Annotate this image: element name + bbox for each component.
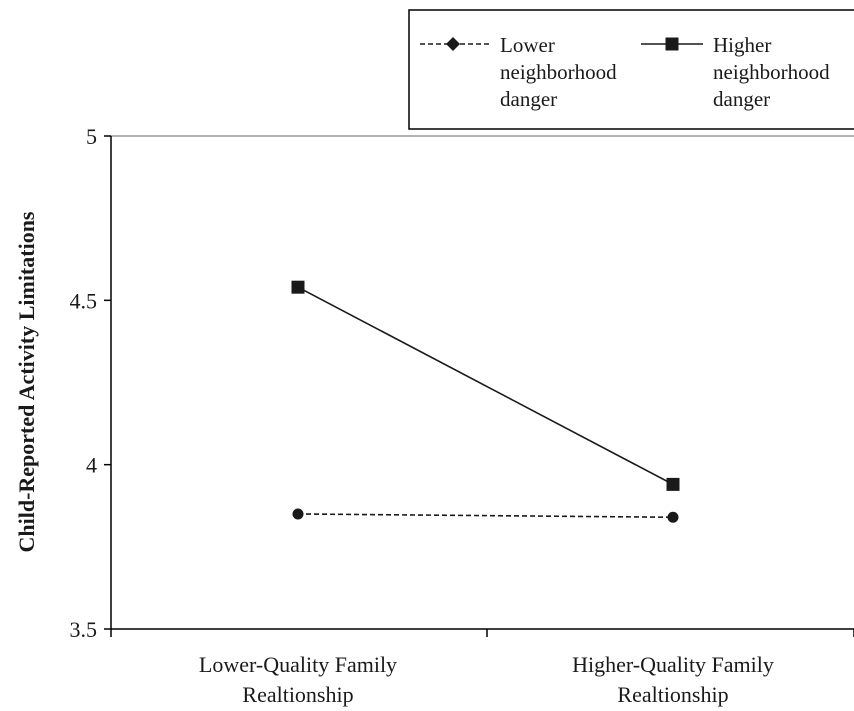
legend: Lower neighborhood danger Higher neighborhoo… bbox=[408, 9, 854, 130]
series-line bbox=[297, 513, 674, 519]
legend-marker-diamond bbox=[446, 37, 460, 51]
legend-marker-square bbox=[665, 37, 679, 51]
data-point bbox=[291, 280, 305, 294]
data-point bbox=[666, 477, 680, 491]
y-tick-label: 3.5 bbox=[70, 617, 98, 642]
data-point bbox=[667, 511, 679, 523]
series-lower-danger bbox=[292, 508, 679, 523]
series-higher-danger bbox=[291, 280, 680, 491]
series-group bbox=[291, 280, 680, 523]
y-tick-label: 4 bbox=[86, 453, 97, 478]
x-category-label: Higher-Quality Family Realtionship bbox=[572, 652, 774, 707]
y-tick-label: 4.5 bbox=[70, 288, 98, 313]
legend-item: Lower neighborhood danger bbox=[420, 33, 617, 111]
x-category-label: Lower-Quality Family Realtionship bbox=[199, 652, 397, 707]
y-tick-label: 5 bbox=[86, 124, 97, 149]
y-axis-label: Child-Reported Activity Limitations bbox=[14, 211, 39, 552]
legend-label: Higher neighborhood danger bbox=[713, 33, 830, 111]
series-line bbox=[297, 286, 674, 486]
legend-item: Higher neighborhood danger bbox=[641, 33, 830, 111]
legend-box bbox=[408, 9, 854, 130]
legend-label: Lower neighborhood danger bbox=[500, 33, 617, 111]
axes: 3.5 4 4.5 5 Lower-Quality Family Realtionship… bbox=[70, 124, 854, 707]
data-point bbox=[292, 508, 304, 520]
